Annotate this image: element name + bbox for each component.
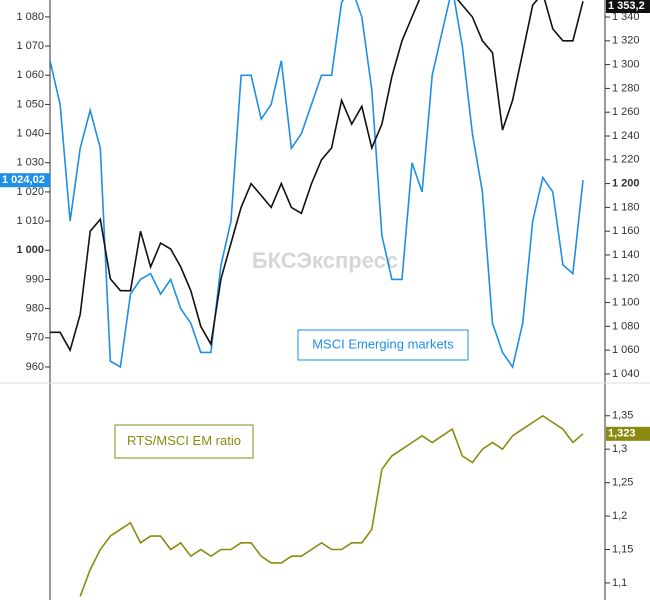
y2-tick-label: 1 340 — [612, 11, 640, 23]
y-tick-label: 970 — [26, 332, 44, 344]
y2-tick-label: 1,25 — [612, 477, 633, 489]
y2-tick-label: 1 320 — [612, 35, 640, 47]
y-tick-label: 1 020 — [16, 186, 44, 198]
y2-tick-label: 1 140 — [612, 249, 640, 261]
y2-tick-label: 1,3 — [612, 443, 627, 455]
y2-tick-label: 1 080 — [612, 320, 640, 332]
last-value-label: 1 353,2 — [608, 0, 645, 12]
y2-tick-label: 1 180 — [612, 201, 640, 213]
y-tick-label: 1 040 — [16, 128, 44, 140]
y2-tick-label: 1 200 — [612, 177, 640, 189]
y2-tick-label: 1 240 — [612, 130, 640, 142]
y2-tick-label: 1,1 — [612, 577, 627, 589]
y-tick-label: 960 — [26, 361, 44, 373]
y-tick-label: 1 010 — [16, 215, 44, 227]
last-value-label: 1,323 — [608, 428, 636, 440]
y-tick-label: 990 — [26, 273, 44, 285]
y-tick-label: 1 080 — [16, 11, 44, 23]
series-line — [50, 0, 584, 353]
y2-tick-label: 1,15 — [612, 543, 633, 555]
y2-tick-label: 1 060 — [612, 344, 640, 356]
y-tick-label: 1 050 — [16, 98, 44, 110]
series-line — [79, 414, 584, 597]
y-tick-label: 1 070 — [16, 40, 44, 52]
y-tick-label: 980 — [26, 303, 44, 315]
y2-tick-label: 1 300 — [612, 59, 640, 71]
y2-tick-label: 1 280 — [612, 82, 640, 94]
y2-tick-label: 1 100 — [612, 296, 640, 308]
y2-tick-label: 1 040 — [612, 368, 640, 380]
y-tick-label: 1 000 — [16, 244, 44, 256]
legend-box — [297, 329, 469, 361]
last-value-box — [606, 0, 650, 13]
last-value-box — [0, 173, 50, 188]
y2-tick-label: 1,2 — [612, 510, 627, 522]
y2-tick-label: 1 120 — [612, 273, 640, 285]
legend-box — [114, 424, 254, 459]
watermark: БКСЭкспресс — [252, 248, 398, 273]
legend-label: MSCI Emerging markets — [312, 336, 454, 351]
y2-tick-label: 1,35 — [612, 410, 633, 422]
plot-area — [79, 414, 584, 597]
series-line — [50, 0, 584, 369]
y2-tick-label: 1 220 — [612, 154, 640, 166]
y-tick-label: 1 030 — [16, 157, 44, 169]
last-value-label: 1 024,02 — [2, 174, 45, 186]
plot-area — [50, 0, 584, 369]
y-tick-label: 1 060 — [16, 69, 44, 81]
last-value-box — [606, 426, 650, 441]
y2-tick-label: 1 260 — [612, 106, 640, 118]
legend-label: RTS/MSCI EM ratio — [127, 433, 241, 448]
y2-tick-label: 1 160 — [612, 225, 640, 237]
